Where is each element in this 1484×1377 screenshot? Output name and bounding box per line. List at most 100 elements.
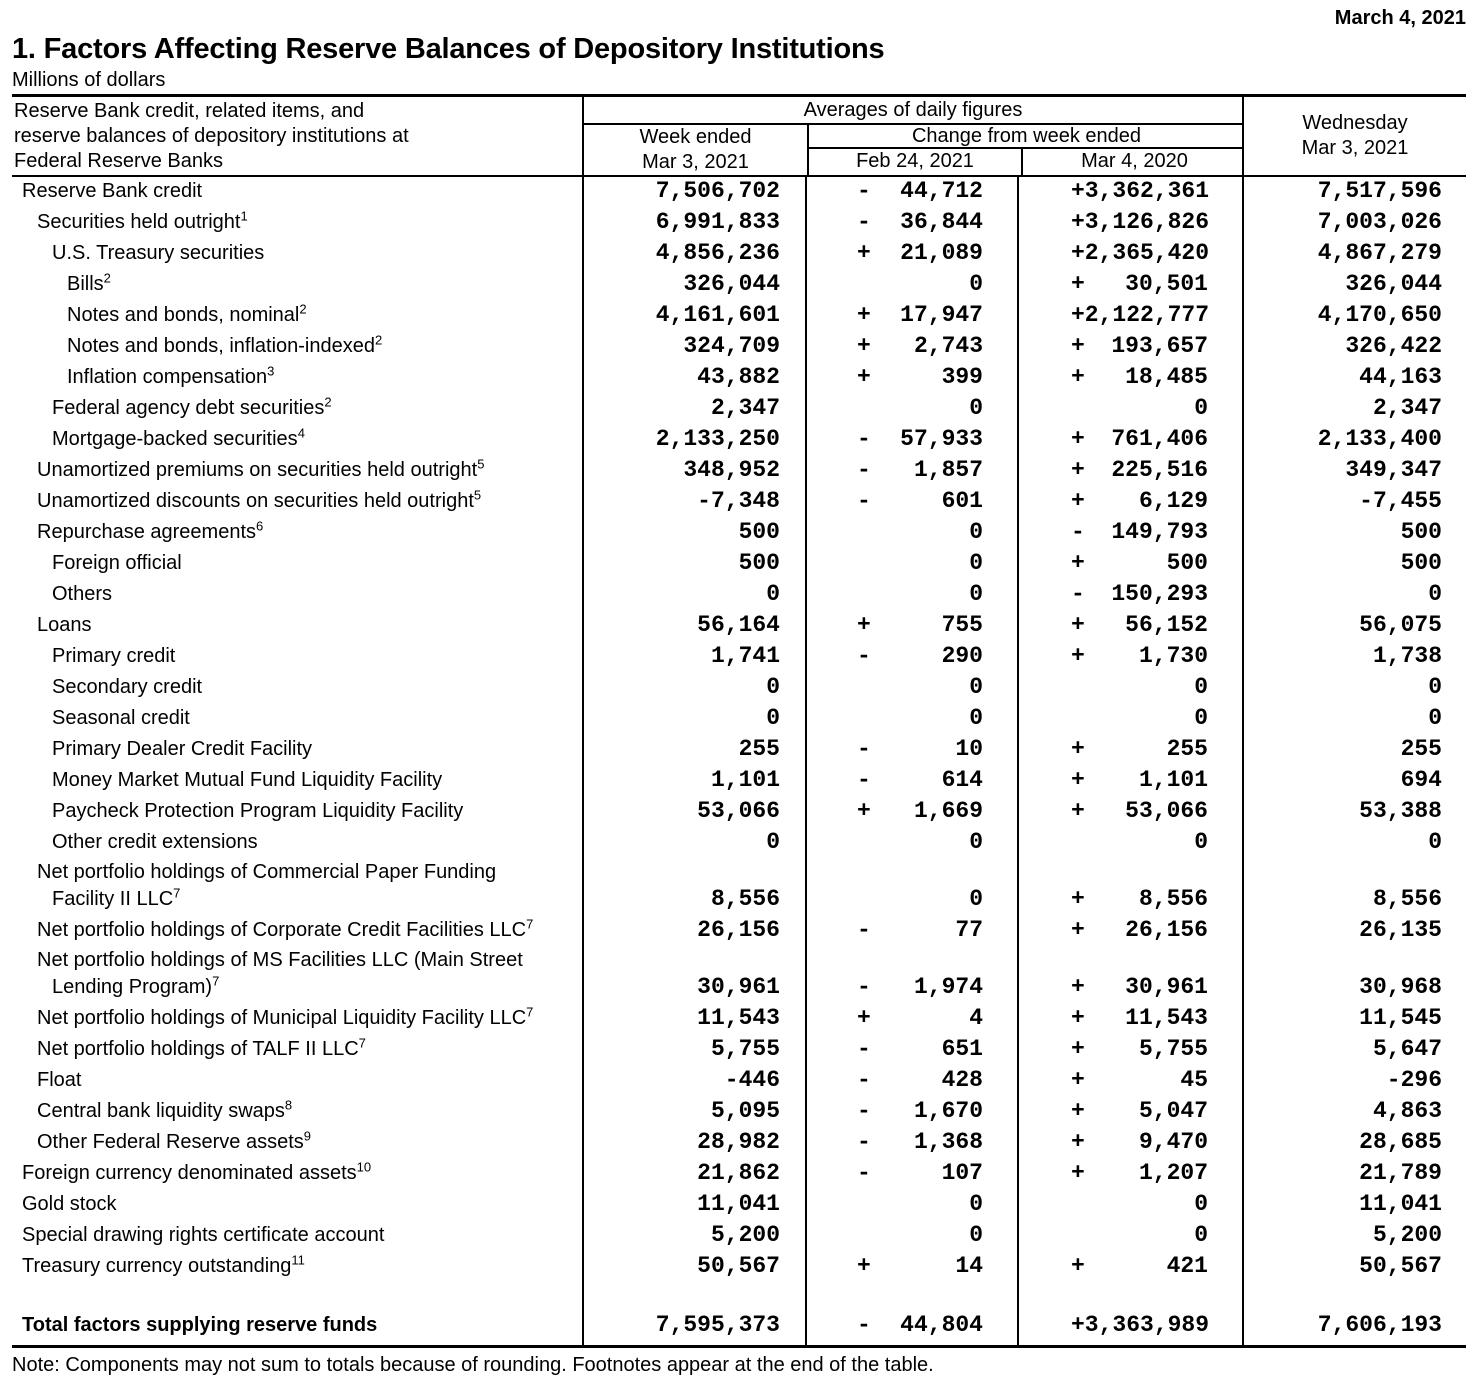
change-value: 225,516 [1111, 457, 1208, 483]
row-label-line: Float [37, 1069, 82, 1091]
cell-change-mar-4: +3,126,826 [1017, 208, 1242, 239]
col-header-feb-24: Feb 24, 2021 [856, 150, 974, 172]
cell-week-ended: 4,161,601 [582, 301, 805, 332]
table-row: Treasury currency outstanding11 50,567 +14… [12, 1252, 1466, 1283]
change-sign: - [857, 178, 871, 204]
cell-wednesday: 5,200 [1242, 1221, 1466, 1252]
cell-wednesday: 0 [1242, 828, 1466, 859]
change-sign: + [1071, 1005, 1085, 1031]
change-value: 26,156 [1125, 917, 1208, 943]
change-value: 44,804 [900, 1312, 983, 1338]
change-value: 0 [1194, 1191, 1208, 1217]
table-row: Secondary credit 0 0 0 0 [12, 673, 1466, 704]
cell-wednesday: 7,517,596 [1242, 177, 1466, 208]
cell-change-mar-4: 0 [1017, 704, 1242, 735]
cell-change-feb-24: - 44,804 [805, 1309, 1017, 1345]
row-label-line: Unamortized premiums on securities held … [37, 456, 485, 481]
row-label-line: Other Federal Reserve assets9 [37, 1128, 312, 1153]
change-value: 1,670 [913, 1098, 983, 1124]
cell-week-ended [582, 1283, 805, 1309]
row-label-line: Seasonal credit [52, 707, 190, 729]
change-sign: + [1071, 333, 1085, 359]
change-value: 0 [969, 674, 983, 700]
table-row: Mortgage-backed securities4 2,133,250 - 57,… [12, 425, 1466, 456]
row-label-line: Net portfolio holdings of TALF II LLC7 [37, 1035, 366, 1060]
row-label: Secondary credit [12, 673, 582, 704]
change-sign: - [857, 488, 871, 514]
change-value: 0 [1194, 1222, 1208, 1248]
cell-wednesday: 11,041 [1242, 1190, 1466, 1221]
row-label: Repurchase agreements6 [12, 518, 582, 549]
cell-change-mar-4: +2,365,420 [1017, 239, 1242, 270]
change-sign: + [1071, 1253, 1085, 1279]
footnote-marker: 2 [375, 332, 383, 348]
change-value: 57,933 [900, 426, 983, 452]
cell-wednesday: 56,075 [1242, 611, 1466, 642]
cell-change-feb-24: 0 [805, 828, 1017, 859]
cell-week-ended: 5,755 [582, 1035, 805, 1066]
cell-change-mar-4: +56,152 [1017, 611, 1242, 642]
change-value: 0 [969, 829, 983, 855]
cell-wednesday: 255 [1242, 735, 1466, 766]
change-sign: - [857, 736, 871, 762]
averages-header-group: Averages of daily figures Week ended Mar… [582, 97, 1244, 175]
row-label-line: U.S. Treasury securities [52, 242, 265, 264]
change-value: 0 [969, 550, 983, 576]
page-title: 1. Factors Affecting Reserve Balances of… [12, 33, 885, 65]
col-header-week-ended: Week ended Mar 3, 2021 [639, 126, 752, 173]
row-label: Foreign official [12, 549, 582, 580]
cell-change-mar-4: 0 [1017, 394, 1242, 425]
table-row: Foreign official 500 0 +500 500 [12, 549, 1466, 580]
change-sign: - [1071, 519, 1085, 545]
cell-change-mar-4: +421 [1017, 1252, 1242, 1283]
row-label-line: Net portfolio holdings of Corporate Cred… [37, 916, 534, 941]
change-value: +3,362,361 [1071, 178, 1210, 204]
change-value: 1,974 [913, 974, 983, 1000]
cell-change-mar-4: +6,129 [1017, 487, 1242, 518]
table-row: Other Federal Reserve assets9 28,982 - 1,36… [12, 1128, 1466, 1159]
change-sign: + [857, 1253, 871, 1279]
cell-change-mar-4 [1017, 1283, 1242, 1309]
change-value: 30,501 [1125, 271, 1208, 297]
cell-week-ended: 11,543 [582, 1004, 805, 1035]
change-value: 10 [955, 736, 983, 762]
cell-week-ended: 2,133,250 [582, 425, 805, 456]
footnote-marker: 2 [103, 270, 111, 286]
row-label-line: Primary credit [52, 645, 176, 667]
change-sign: - [857, 457, 871, 483]
row-label-line: Gold stock [22, 1193, 117, 1215]
row-label-line: Primary Dealer Credit Facility [52, 738, 313, 760]
cell-week-ended: 0 [582, 580, 805, 611]
cell-wednesday: 1,738 [1242, 642, 1466, 673]
change-value: 18,485 [1125, 364, 1208, 390]
footnote-marker: 7 [526, 1004, 534, 1020]
cell-week-ended: 11,041 [582, 1190, 805, 1221]
row-label-line: Notes and bonds, nominal2 [67, 301, 307, 326]
row-label: Foreign currency denominated assets10 [12, 1159, 582, 1190]
change-value: 0 [969, 271, 983, 297]
footnote-marker: 7 [173, 885, 181, 901]
cell-change-feb-24: +14 [805, 1252, 1017, 1283]
change-sign: + [1071, 974, 1085, 1000]
stub-heading-line: Federal Reserve Banks [14, 150, 223, 172]
change-sign: + [857, 798, 871, 824]
row-label: Total factors supplying reserve funds [12, 1309, 582, 1345]
table-row: Money Market Mutual Fund Liquidity Facil… [12, 766, 1466, 797]
change-value: 30,961 [1125, 974, 1208, 1000]
change-header-group: Change from week ended Feb 24, 2021 Mar … [807, 125, 1244, 175]
change-value: 5,047 [1138, 1098, 1208, 1124]
cell-change-feb-24: - 10 [805, 735, 1017, 766]
row-label: Loans [12, 611, 582, 642]
change-value: 500 [1166, 550, 1208, 576]
table-row: Unamortized premiums on securities held … [12, 456, 1466, 487]
footnote-marker: 7 [212, 973, 220, 989]
change-sign: + [1071, 1036, 1085, 1062]
change-sign: - [857, 974, 871, 1000]
change-value: 0 [969, 705, 983, 731]
cell-change-mar-4: 0 [1017, 828, 1242, 859]
change-value: 150,293 [1111, 581, 1208, 607]
cell-wednesday: 0 [1242, 580, 1466, 611]
footnote-marker: 10 [356, 1159, 372, 1175]
row-label: Seasonal credit [12, 704, 582, 735]
row-label-line: Bills2 [67, 270, 111, 295]
